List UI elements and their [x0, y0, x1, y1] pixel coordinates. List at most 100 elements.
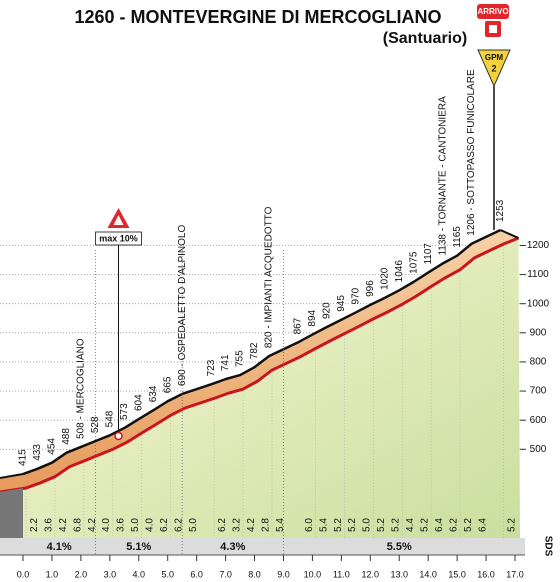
segment-gradient: 5.2	[391, 518, 402, 532]
segment-gradient: 2.2	[29, 518, 40, 532]
elevation-label: 782	[249, 342, 260, 359]
elevation-label: 755	[235, 350, 246, 367]
y-tick-label: 500	[530, 444, 547, 455]
section-gradient: 5.1%	[126, 541, 151, 553]
x-tick-label: 9.0	[277, 569, 290, 579]
finish-flag-inner	[489, 25, 497, 33]
x-tick-label: 1.0	[46, 569, 59, 579]
elevation-label: 723	[206, 359, 217, 376]
x-tick-label: 10.0	[304, 569, 322, 579]
segment-gradient: 5.2	[506, 518, 517, 532]
profile-line	[22, 228, 502, 476]
elevation-label: 1020	[379, 267, 390, 290]
segment-gradient: 6.4	[434, 518, 445, 532]
segment-gradient: 5.0	[362, 518, 373, 532]
elevation-label: 604	[133, 394, 144, 411]
segment-gradient: 5.2	[463, 518, 474, 532]
elevation-label: 1138 - TORNANTE - CANTONIERA	[437, 96, 448, 256]
profile-area	[0, 238, 520, 538]
elevation-label: 573	[119, 403, 130, 420]
elevation-label: 690 - OSPEDALETTO D'ALPINOLO	[177, 225, 188, 386]
x-tick-label: 16.0	[477, 569, 495, 579]
x-tick-label: 5.0	[161, 569, 174, 579]
title: 1260 - MONTEVERGINE DI MERCOGLIANO	[74, 7, 441, 27]
segment-gradient: 5.0	[188, 518, 199, 532]
max-gradient-icon-inner	[113, 215, 124, 225]
segment-gradient: 4.0	[101, 518, 112, 532]
finish-badge	[477, 4, 509, 19]
profile-band	[0, 230, 519, 493]
gradient-band	[0, 538, 525, 555]
segment-gradient: 5.4	[275, 518, 286, 532]
section-gradient: 4.3%	[220, 541, 245, 553]
elevation-label: 894	[307, 309, 318, 326]
segment-gradient: 4.4	[405, 518, 416, 532]
max-gradient-label: max 10%	[99, 233, 138, 243]
elevation-label: 665	[162, 376, 173, 393]
elevation-label: 1253	[495, 199, 506, 222]
segment-gradient: 6.8	[72, 518, 83, 532]
segment-gradient: 6.2	[159, 518, 170, 532]
elevation-label: 1206 - SOTTOPASSO FUNICOLARE	[466, 69, 477, 236]
x-tick-label: 11.0	[333, 569, 350, 579]
y-tick-label: 900	[530, 327, 547, 338]
segment-gradient: 5.4	[318, 518, 329, 532]
x-tick-label: 3.0	[104, 569, 117, 579]
profile-end-edge	[500, 229, 519, 239]
segment-gradient: 4.0	[145, 518, 156, 532]
x-tick-label: 8.0	[248, 569, 261, 579]
segment-gradient: 5.2	[376, 518, 387, 532]
x-tick-label: 2.0	[75, 569, 88, 579]
x-tick-label: 6.0	[190, 569, 203, 579]
subtitle: (Santuario)	[383, 30, 467, 47]
x-tick-label: 0.0	[17, 569, 30, 579]
section-gradient: 5.5%	[387, 541, 412, 553]
elevation-label: 820 - IMPIANTI ACQUEDOTTO	[264, 206, 275, 348]
gpm-label: GPM	[485, 53, 504, 62]
segment-gradient: 2.8	[260, 518, 271, 532]
x-tick-label: 14.0	[419, 569, 437, 579]
y-tick-label: 1200	[527, 240, 550, 251]
profile-front-edge	[0, 473, 24, 480]
elevation-label: 920	[322, 302, 333, 319]
segment-gradient: 6.0	[304, 518, 315, 532]
segment-gradient: 3.6	[116, 518, 127, 532]
profile-front-face	[0, 488, 23, 550]
elevation-label: 1075	[408, 251, 419, 274]
y-tick-label: 600	[530, 415, 547, 426]
elevation-label: 433	[32, 444, 43, 461]
finish-label: ARRIVO	[477, 7, 508, 16]
x-tick-label: 7.0	[219, 569, 232, 579]
segment-gradient: 3.2	[231, 518, 242, 532]
segment-gradient: 5.0	[130, 518, 141, 532]
y-tick-label: 1000	[527, 298, 550, 309]
elevation-label: 415	[18, 449, 29, 466]
segment-gradient: 6.4	[477, 518, 488, 532]
max-gradient-box	[95, 231, 142, 246]
x-tick-label: 12.0	[362, 569, 380, 579]
elevation-label: 741	[220, 354, 231, 371]
elevation-label: 488	[61, 428, 72, 445]
elevation-label: 867	[293, 317, 304, 334]
elevation-label: 508 - MERCOGLIANO	[76, 338, 87, 439]
segment-gradient: 5.2	[347, 518, 358, 532]
gpm-category: 2	[491, 63, 496, 73]
max-gradient-point	[114, 431, 123, 441]
segment-gradient: 5.2	[420, 518, 431, 532]
elevation-label: 970	[350, 287, 361, 304]
segment-gradient: 4.2	[58, 518, 69, 532]
segment-gradient: 4.2	[87, 518, 98, 532]
elevation-label: 1046	[394, 260, 405, 283]
elevation-label: 454	[47, 438, 58, 455]
elevation-label: 1165	[452, 226, 463, 248]
profile-base-line	[0, 236, 520, 494]
segment-gradient: 6.2	[174, 518, 185, 532]
x-tick-label: 4.0	[133, 569, 146, 579]
y-tick-label: 700	[530, 386, 547, 397]
x-tick-label: 15.0	[448, 569, 466, 579]
gpm-icon	[477, 49, 511, 88]
x-tick-label: 17.0	[506, 569, 524, 579]
elevation-label: 634	[148, 385, 159, 402]
segment-gradient: 3.6	[43, 518, 54, 532]
